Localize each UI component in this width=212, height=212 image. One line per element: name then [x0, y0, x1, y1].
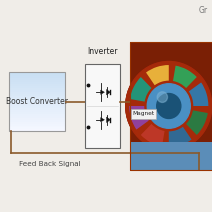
Bar [131, 109, 156, 119]
Text: Gr: Gr [199, 6, 208, 15]
Bar [9, 111, 64, 114]
Bar [130, 42, 212, 170]
Circle shape [127, 63, 210, 149]
Bar [9, 115, 64, 118]
Bar [9, 72, 64, 74]
Bar [9, 88, 64, 90]
Bar [9, 113, 64, 116]
Bar [9, 101, 64, 104]
Wedge shape [130, 77, 151, 102]
Circle shape [157, 93, 181, 119]
Wedge shape [189, 82, 208, 106]
Wedge shape [186, 110, 208, 135]
Bar [9, 76, 64, 78]
Wedge shape [129, 106, 149, 130]
Bar [130, 142, 212, 170]
Wedge shape [141, 124, 165, 146]
Circle shape [127, 62, 211, 150]
Bar [9, 74, 64, 76]
Bar [9, 105, 64, 108]
Bar [9, 82, 64, 84]
Bar [9, 123, 64, 126]
Bar [9, 109, 64, 112]
Wedge shape [169, 127, 191, 147]
Bar [9, 119, 64, 121]
Bar [9, 80, 64, 82]
Circle shape [157, 92, 167, 102]
Text: Inverter: Inverter [87, 47, 118, 56]
Polygon shape [107, 89, 110, 95]
Wedge shape [173, 66, 197, 88]
Circle shape [126, 61, 212, 151]
Bar [9, 91, 64, 94]
Circle shape [127, 63, 211, 149]
Bar [9, 129, 64, 131]
Bar [9, 97, 64, 100]
Bar [9, 72, 64, 131]
Bar [9, 99, 64, 102]
Bar [9, 121, 64, 124]
Text: Boost Converter: Boost Converter [6, 97, 68, 106]
Circle shape [126, 62, 212, 150]
Circle shape [147, 84, 190, 128]
Bar [9, 127, 64, 130]
Text: Nove: Nove [153, 161, 171, 167]
Bar [9, 84, 64, 86]
Bar [9, 78, 64, 80]
Circle shape [127, 63, 211, 149]
Bar [9, 107, 64, 110]
Polygon shape [101, 118, 104, 122]
Bar [9, 85, 64, 88]
Bar [9, 103, 64, 106]
Bar [9, 93, 64, 96]
Circle shape [126, 61, 212, 151]
Wedge shape [146, 65, 169, 85]
Bar [9, 117, 64, 120]
Text: Magnet: Magnet [132, 111, 155, 116]
Bar [9, 125, 64, 127]
Bar [85, 64, 120, 148]
Polygon shape [107, 117, 110, 123]
Bar [130, 42, 212, 170]
Bar [9, 89, 64, 92]
Bar [9, 95, 64, 98]
Polygon shape [101, 90, 104, 94]
Text: Feed Back Signal: Feed Back Signal [19, 161, 81, 167]
Circle shape [128, 63, 210, 149]
Circle shape [126, 62, 211, 150]
